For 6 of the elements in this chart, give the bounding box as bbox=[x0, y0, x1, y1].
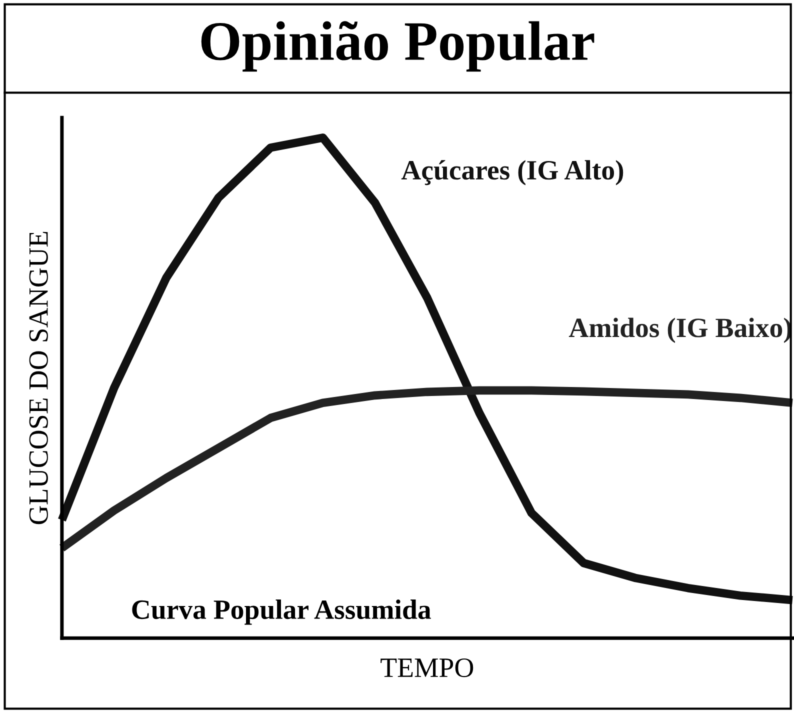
x-axis-title: TEMPO bbox=[380, 658, 474, 678]
chart-title: Opinião Popular bbox=[201, 21, 594, 72]
y-axis-title: GLUCOSE DO SANGUE bbox=[29, 232, 48, 524]
annotation: Curva Popular Assumida bbox=[132, 600, 431, 625]
series-label: Açúcares (IG Alto) bbox=[401, 160, 624, 186]
series-label: Amidos (IG Baixo) bbox=[568, 318, 792, 343]
